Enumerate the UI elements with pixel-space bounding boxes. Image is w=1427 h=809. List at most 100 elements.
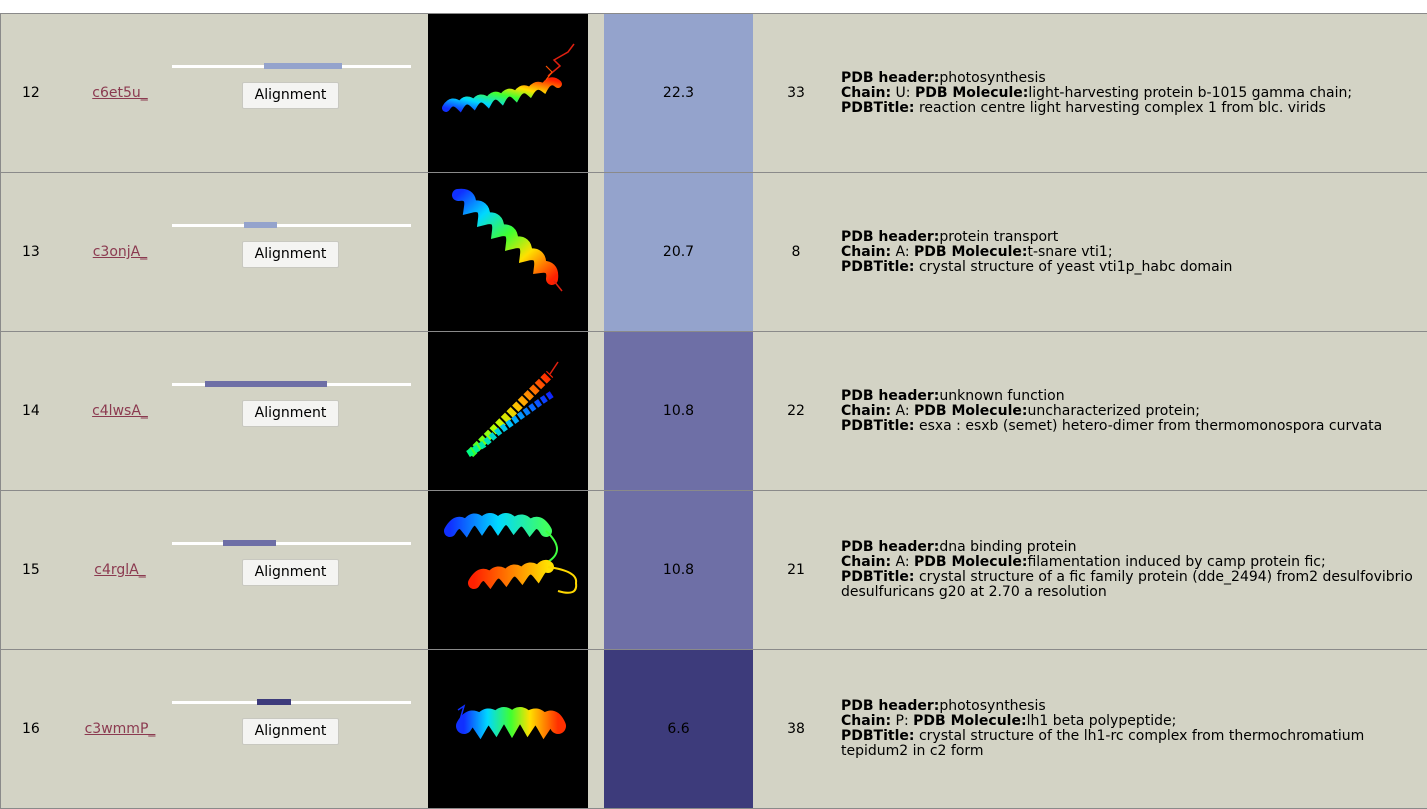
pdb-molecule-label: PDB Molecule: — [913, 713, 1027, 729]
row-left-border — [0, 332, 1, 490]
identity-cell: 8 — [791, 244, 801, 260]
template-info-cell: PDB header:unknown function Chain: A: PD… — [841, 387, 1383, 434]
chain-label: Chain: — [841, 84, 892, 101]
pdb-molecule-value: uncharacterized protein; — [1027, 402, 1200, 419]
helix-pair-ribbon-icon — [444, 513, 578, 594]
confidence-cell: 10.8 — [604, 491, 753, 649]
identity-cell: 38 — [787, 721, 805, 737]
pdb-header-label: PDB header: — [841, 539, 940, 555]
confidence-cell: 10.8 — [604, 332, 753, 490]
pdb-title-label: PDBTitle: — [841, 728, 915, 744]
pdb-title-label: PDBTitle: — [841, 417, 915, 434]
pdb-header-label: PDB header: — [841, 69, 940, 86]
alignment-coverage-track — [172, 699, 411, 705]
pdb-title-value: crystal structure of a fic family protei… — [841, 569, 1413, 600]
pdb-header-value: dna binding protein — [939, 539, 1077, 555]
pdb-molecule-value: filamentation induced by camp protein fi… — [1027, 554, 1326, 570]
confidence-cell: 22.3 — [604, 14, 753, 172]
rank-cell: 16 — [22, 721, 40, 737]
rank-cell: 13 — [22, 244, 40, 260]
template-id-cell: c3wmmP_ — [65, 650, 175, 808]
structure-thumbnail[interactable] — [428, 173, 588, 331]
alignment-button[interactable]: Alignment — [242, 400, 339, 427]
pdb-molecule-value: light-harvesting protein b-1015 gamma ch… — [1028, 84, 1353, 101]
alignment-coverage-segment — [243, 222, 278, 228]
table-row: 16 c3wmmP_ Alignment 6.6 38 — [0, 650, 1427, 809]
row-left-border — [0, 14, 1, 172]
pdb-header-label: PDB header: — [841, 698, 940, 714]
pdb-title-label: PDBTitle: — [841, 99, 915, 116]
structure-thumbnail[interactable] — [428, 14, 588, 172]
row-left-border — [0, 491, 1, 649]
confidence-cell: 6.6 — [604, 650, 753, 808]
rank-cell: 12 — [22, 85, 40, 101]
pdb-header-value: photosynthesis — [939, 698, 1046, 714]
pdb-header-label: PDB header: — [841, 387, 940, 404]
alignment-coverage-segment — [256, 699, 292, 705]
row-left-border — [0, 650, 1, 808]
helix-ribbon-icon — [452, 188, 563, 292]
pdb-header-value: protein transport — [939, 228, 1059, 245]
helix-hairpin-ribbon-icon — [466, 361, 559, 458]
identity-cell: 22 — [787, 403, 805, 419]
identity-cell: 33 — [787, 85, 805, 101]
alignment-button[interactable]: Alignment — [242, 82, 339, 109]
alignment-coverage-track — [172, 63, 411, 69]
template-id-cell: c4rglA_ — [65, 491, 175, 649]
template-link[interactable]: c6et5u_ — [92, 85, 148, 101]
table-row: 14 c4lwsA_ Alignment — [0, 332, 1427, 491]
template-link[interactable]: c3onjA_ — [92, 244, 148, 260]
pdb-molecule-label: PDB Molecule: — [914, 84, 1029, 101]
template-link[interactable]: c4rglA_ — [94, 562, 146, 578]
alignment-coverage-track — [172, 222, 411, 228]
rank-cell: 14 — [22, 403, 40, 419]
pdb-title-label: PDBTitle: — [841, 569, 915, 585]
chain-value: A — [895, 243, 905, 260]
alignment-button[interactable]: Alignment — [242, 241, 339, 268]
alignment-coverage-segment — [205, 381, 328, 387]
alignment-coverage-track — [172, 381, 411, 387]
helix-ribbon-icon — [442, 43, 575, 113]
chain-label: Chain: — [841, 243, 892, 260]
pdb-title-label: PDBTitle: — [841, 258, 915, 275]
pdb-title-value: reaction centre light harvesting complex… — [918, 99, 1326, 116]
structure-thumbnail[interactable] — [428, 650, 588, 808]
chain-label: Chain: — [841, 713, 892, 729]
confidence-cell: 20.7 — [604, 173, 753, 331]
alignment-coverage-segment — [223, 540, 276, 546]
identity-cell: 21 — [787, 562, 805, 578]
template-info-cell: PDB header:photosynthesis Chain: P: PDB … — [841, 698, 1365, 759]
chain-value: A — [895, 402, 905, 419]
template-link[interactable]: c3wmmP_ — [84, 721, 156, 737]
chain-label: Chain: — [841, 554, 892, 570]
structure-thumbnail[interactable] — [428, 332, 588, 490]
pdb-title-value: esxa : esxb (semet) hetero-dimer from th… — [918, 417, 1383, 434]
rank-cell: 15 — [22, 562, 40, 578]
alignment-coverage-track — [172, 540, 411, 546]
pdb-header-value: photosynthesis — [939, 69, 1046, 86]
template-id-cell: c6et5u_ — [65, 14, 175, 172]
table-row: 12 c6et5u_ Alignment 22.3 — [0, 14, 1427, 173]
template-id-cell: c3onjA_ — [65, 173, 175, 331]
alignment-button[interactable]: Alignment — [242, 718, 339, 745]
pdb-molecule-label: PDB Molecule: — [914, 243, 1028, 260]
short-helix-ribbon-icon — [456, 704, 566, 740]
pdb-title-value: crystal structure of yeast vti1p_habc do… — [918, 258, 1233, 275]
pdb-title-value: crystal structure of the lh1-rc complex … — [841, 728, 1365, 759]
alignment-button[interactable]: Alignment — [242, 559, 339, 586]
template-id-cell: c4lwsA_ — [65, 332, 175, 490]
pdb-molecule-value: t-snare vti1; — [1027, 243, 1113, 260]
pdb-header-label: PDB header: — [841, 228, 940, 245]
table-row: 13 c3onjA_ Alignment 20.7 8 — [0, 173, 1427, 332]
pdb-header-value: unknown function — [939, 387, 1065, 404]
chain-value: P — [895, 713, 904, 729]
alignment-coverage-segment — [264, 63, 342, 69]
table-row: 15 c4rglA_ Alignment — [0, 491, 1427, 650]
row-left-border — [0, 173, 1, 331]
structure-thumbnail[interactable] — [428, 491, 588, 649]
results-table: 12 c6et5u_ Alignment 22.3 — [0, 13, 1427, 809]
pdb-molecule-label: PDB Molecule: — [914, 554, 1028, 570]
template-link[interactable]: c4lwsA_ — [92, 403, 148, 419]
template-info-cell: PDB header:photosynthesis Chain: U: PDB … — [841, 69, 1353, 116]
pdb-molecule-value: lh1 beta polypeptide; — [1026, 713, 1177, 729]
